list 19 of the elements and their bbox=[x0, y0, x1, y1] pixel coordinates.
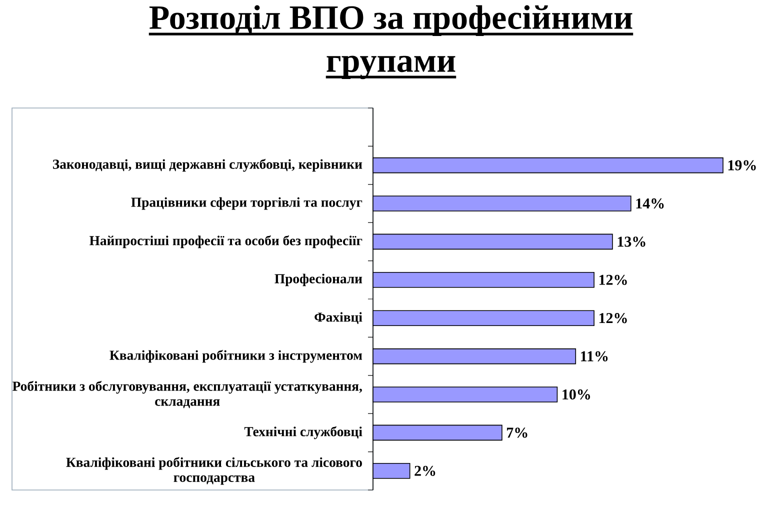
chart-title: Розподіл ВПО за професійними групами bbox=[149, 5, 632, 80]
data-label: 10% bbox=[562, 389, 590, 400]
y-tick-label: Професіонали bbox=[274, 274, 362, 286]
data-label: 12% bbox=[599, 313, 627, 324]
data-label: 2% bbox=[414, 466, 436, 476]
y-tick-label: Найпростіші професії та особи без професіїг bbox=[90, 235, 362, 248]
y-tick-label: Працівники сфери торгівлі та послуг bbox=[131, 197, 362, 210]
y-tick-label: Робітники з обслуговування, експлуатації устаткування, складання bbox=[12, 380, 362, 408]
y-tick-label: Законодавці, вищі державні службовці, керівники bbox=[52, 158, 362, 172]
data-label: 7% bbox=[507, 428, 528, 438]
y-tick-label: Фахівці bbox=[314, 312, 362, 324]
data-label: 19% bbox=[728, 160, 756, 170]
y-tick-label: Технічні службовці bbox=[244, 426, 362, 440]
y-tick-label: Кваліфіковані робітники сільського та лісового господарства bbox=[66, 457, 362, 485]
data-label: 13% bbox=[618, 236, 646, 247]
y-tick-label: Кваліфіковані робітники з інструментом bbox=[110, 350, 362, 363]
data-label: 12% bbox=[599, 274, 627, 285]
data-label: 14% bbox=[636, 198, 664, 209]
data-label: 11% bbox=[581, 351, 608, 362]
